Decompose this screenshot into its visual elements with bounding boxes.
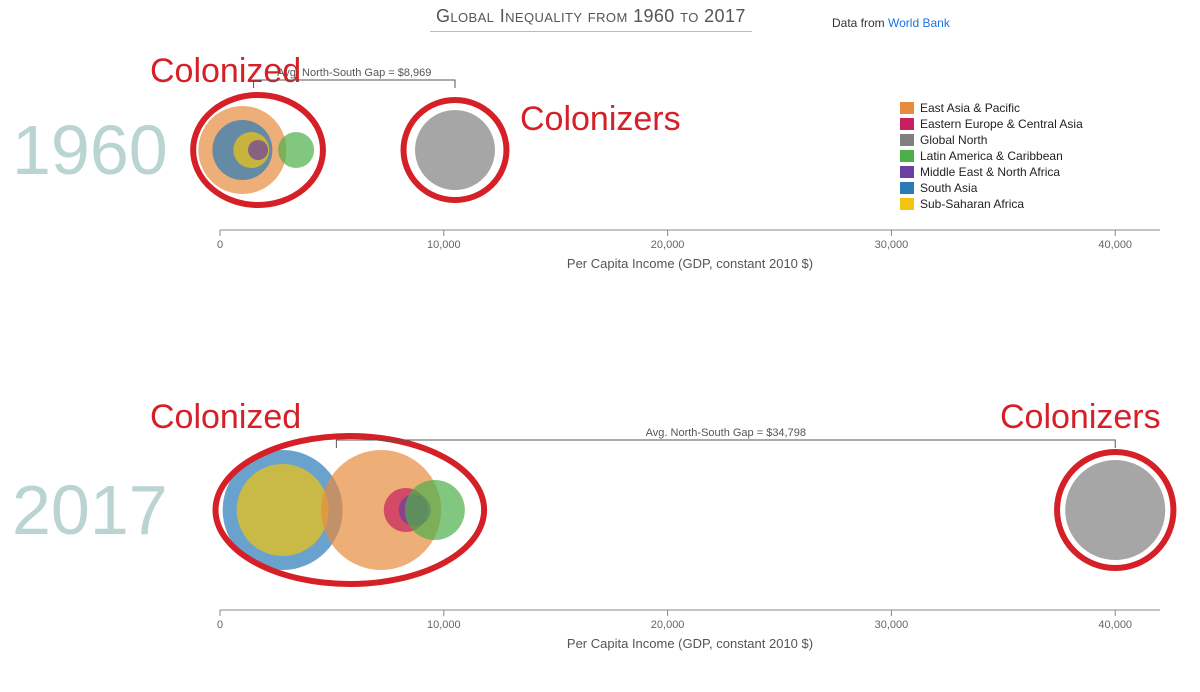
x-tick-label: 10,000 xyxy=(427,619,461,631)
x-tick-label: 20,000 xyxy=(651,239,685,251)
gap-label: Avg. North-South Gap = $8,969 xyxy=(277,67,431,79)
x-tick-label: 30,000 xyxy=(875,239,909,251)
bubble-global-north xyxy=(415,110,495,190)
panel-1960: Avg. North-South Gap = $8,969 0 10,000 20,0… xyxy=(193,67,1160,271)
bubble-global-north xyxy=(1065,460,1165,560)
x-tick-label: 0 xyxy=(217,239,223,251)
x-tick-label: 40,000 xyxy=(1098,239,1132,251)
gap-bracket xyxy=(336,440,1115,448)
bubble-middle-east-north-africa xyxy=(248,140,268,160)
x-axis-label: Per Capita Income (GDP, constant 2010 $) xyxy=(567,636,813,651)
bubble-latin-america-caribbean xyxy=(278,132,314,168)
chart-canvas: Avg. North-South Gap = $8,969 0 10,000 20,0… xyxy=(0,0,1200,692)
gap-bracket xyxy=(254,80,455,88)
bubble-sub-saharan-africa xyxy=(237,464,329,556)
panel-2017: Avg. North-South Gap = $34,798 0 10,000 20,… xyxy=(216,427,1174,651)
x-tick-label: 0 xyxy=(217,619,223,631)
x-axis-label: Per Capita Income (GDP, constant 2010 $) xyxy=(567,256,813,271)
gap-label: Avg. North-South Gap = $34,798 xyxy=(646,427,806,439)
x-tick-label: 40,000 xyxy=(1098,619,1132,631)
x-tick-label: 30,000 xyxy=(875,619,909,631)
x-tick-label: 20,000 xyxy=(651,619,685,631)
x-tick-label: 10,000 xyxy=(427,239,461,251)
bubble-latin-america-caribbean xyxy=(405,480,465,540)
